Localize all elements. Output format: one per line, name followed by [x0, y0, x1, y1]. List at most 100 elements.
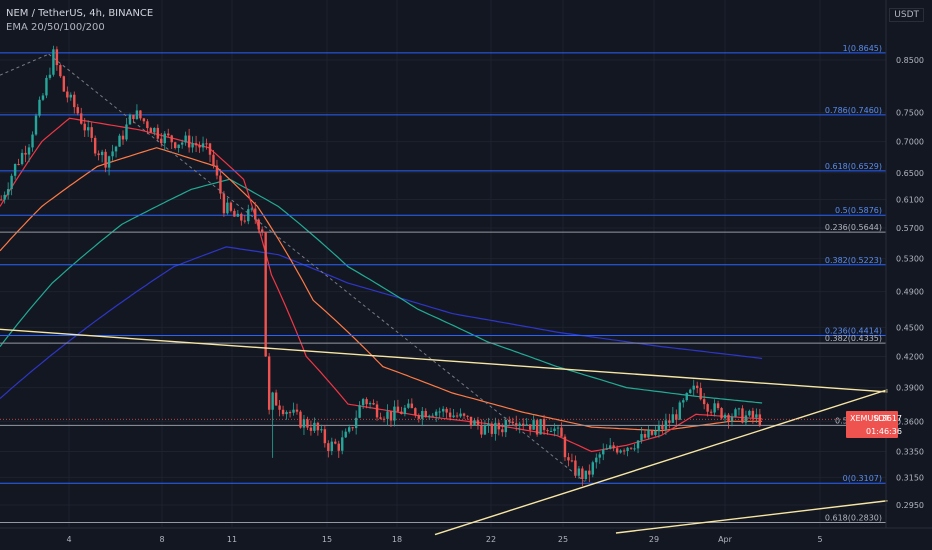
candle-body — [549, 430, 553, 432]
candle-body — [758, 414, 762, 426]
indicator-legend[interactable]: EMA 20/50/100/200 — [6, 22, 105, 33]
candle-body — [111, 151, 114, 157]
candle-body — [476, 420, 480, 426]
x-axis[interactable]: 4 8 11 15 18 22 25 29 Apr 5 — [66, 535, 822, 544]
candle-body — [511, 421, 514, 424]
x-tick-label: 5 — [817, 535, 822, 544]
candle-body — [636, 440, 640, 449]
candle-body — [675, 414, 678, 420]
candle-body — [532, 420, 535, 430]
candle-body — [41, 95, 45, 100]
candle-body — [490, 423, 494, 434]
candle-body — [716, 403, 720, 409]
candle-body — [295, 409, 299, 412]
candle-body — [24, 152, 27, 155]
candle-body — [226, 202, 229, 214]
price-badge-price: 0.3617 — [874, 414, 902, 423]
candle-body — [281, 409, 285, 415]
candle-body — [626, 447, 629, 451]
candle-body — [274, 392, 278, 406]
currency-selector[interactable]: USDT — [889, 8, 924, 22]
candle-body — [107, 156, 111, 168]
candle-body — [494, 422, 497, 434]
candle-body — [744, 415, 748, 423]
candle-body — [462, 413, 466, 416]
candle-body — [685, 392, 688, 401]
fib-level-label: 1(0.8645) — [843, 44, 882, 53]
candle-body — [535, 420, 539, 435]
candle-body — [87, 127, 90, 131]
candle-body — [619, 450, 622, 453]
y-tick-label: 0.3900 — [896, 384, 924, 393]
candle-body — [368, 403, 372, 405]
fib-level-label: 0.382(0.5223) — [825, 256, 882, 265]
y-tick-label: 0.4200 — [896, 352, 924, 361]
candle-body — [699, 388, 702, 400]
candle-body — [417, 415, 420, 419]
trendline — [434, 389, 888, 536]
candle-body — [640, 434, 643, 441]
candle-body — [288, 412, 292, 414]
candle-body — [156, 127, 159, 139]
candle-body — [52, 49, 55, 75]
candle-body — [542, 419, 546, 431]
candle-body — [142, 118, 146, 122]
candle-body — [83, 123, 86, 131]
candle-body — [167, 133, 170, 136]
candle-body — [243, 220, 246, 222]
candle-body — [48, 74, 52, 78]
candle-body — [337, 443, 340, 451]
candle-body — [327, 443, 330, 452]
candle-body — [661, 425, 664, 430]
candle-body — [38, 99, 41, 116]
candle-body — [563, 436, 567, 458]
candle-body — [431, 415, 434, 417]
fib-level-label: 0.236(0.5644) — [825, 223, 882, 232]
candle-body — [114, 146, 118, 152]
candle-body — [737, 408, 741, 410]
candle-body — [643, 434, 647, 438]
candle-body — [528, 424, 532, 430]
candle-body — [125, 124, 128, 140]
y-axis[interactable]: 0.8500 0.7500 0.7000 0.6500 0.6100 0.5700 0.53… — [885, 0, 924, 528]
candle-body — [354, 417, 358, 429]
candle-body — [184, 135, 187, 143]
candle-body — [567, 457, 570, 461]
candle-body — [285, 412, 288, 415]
candle-body — [45, 77, 48, 96]
candle-body — [720, 408, 723, 419]
trendlines[interactable] — [0, 53, 888, 536]
candle-body — [97, 153, 100, 156]
price-badge-symbol: XEMUSDT — [850, 414, 890, 423]
candle-body — [403, 407, 407, 415]
candle-body — [574, 460, 577, 476]
fib-level-label: 0.618(0.2830) — [825, 513, 882, 522]
candle-body — [73, 94, 76, 108]
candle-body — [501, 429, 504, 433]
candle-body — [515, 423, 518, 426]
candle-body — [379, 417, 382, 419]
candle-body — [577, 468, 581, 476]
candle-body — [421, 410, 424, 419]
candle-body — [650, 429, 654, 435]
candle-body — [257, 219, 260, 230]
candle-body — [546, 430, 549, 432]
candle-body — [34, 115, 38, 135]
fib-level-label: 0(0.3107) — [843, 474, 882, 483]
candle-body — [375, 404, 379, 418]
candle-body — [361, 399, 365, 406]
candle-body — [316, 422, 320, 431]
grid — [0, 0, 932, 529]
candle-body — [483, 425, 487, 435]
candle-body — [522, 423, 525, 426]
fib-level-label: 0.618(0.6529) — [825, 162, 882, 171]
fib-retracement[interactable]: 1(0.8645) 0.786(0.7460) 0.618(0.6529) 0.5(0… — [0, 44, 886, 523]
candle-body — [174, 142, 177, 149]
candle-body — [247, 209, 250, 222]
candle-body — [755, 414, 758, 418]
candle-body — [261, 229, 264, 232]
candle-body — [751, 410, 755, 418]
candle-body — [254, 208, 257, 220]
candle-body — [525, 424, 528, 426]
